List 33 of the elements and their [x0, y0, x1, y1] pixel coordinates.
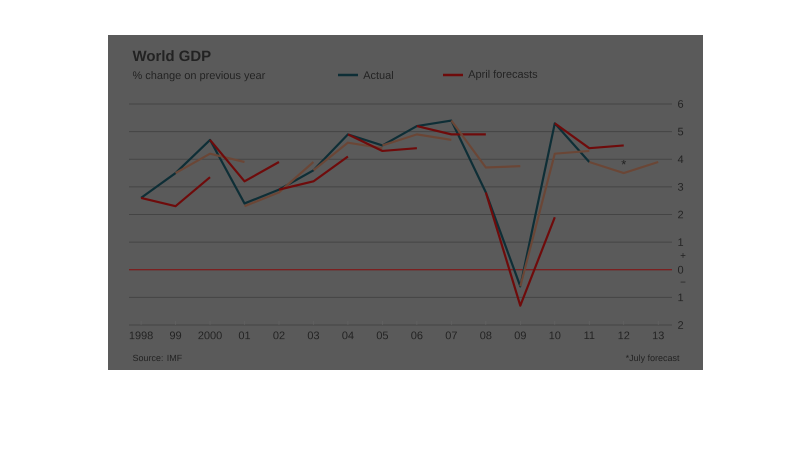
x-tick-label: 2000 — [198, 332, 222, 340]
x-tick-label: 05 — [376, 332, 388, 340]
chart-subtitle: % change on previous year — [132, 71, 266, 82]
x-tick-label: 13 — [652, 332, 664, 340]
x-tick-label: 03 — [308, 332, 320, 340]
y-tick-label: 0 — [678, 266, 684, 274]
y-tick-label: 1 — [678, 294, 684, 302]
x-tick-label: 08 — [480, 332, 492, 340]
x-tick-label: 04 — [342, 332, 354, 340]
x-tick-label: 06 — [411, 332, 422, 340]
y-tick-label: 3 — [678, 182, 684, 191]
text: *July forecast — [626, 354, 680, 363]
x-tick-label: 09 — [514, 332, 526, 340]
legend-label: April forecasts — [468, 70, 538, 80]
x-tick-label: 10 — [550, 332, 560, 340]
x-tick-label: 07 — [446, 332, 457, 340]
x-tick-label: 11 — [584, 332, 594, 340]
legend-label: Actual — [363, 70, 393, 80]
y-tick-label: 5 — [678, 128, 684, 136]
source-note: Source: IMF — [132, 354, 182, 362]
x-tick-label: 1998 — [130, 332, 153, 340]
x-tick-label: 12 — [618, 332, 630, 340]
chart-title: World GDP — [132, 50, 211, 62]
y-tick-label: 2 — [678, 321, 684, 329]
y-tick-label: 6 — [678, 100, 684, 108]
x-tick-label: 02 — [273, 332, 285, 340]
y-tick-label: 4 — [678, 155, 684, 164]
y-tick-label: 2 — [678, 210, 684, 218]
x-tick-label: 99 — [170, 332, 182, 340]
x-tick-label: 01 — [238, 332, 250, 340]
text: + — [680, 253, 686, 258]
y-tick-label: 1 — [678, 238, 684, 246]
annotation: * — [621, 160, 626, 164]
